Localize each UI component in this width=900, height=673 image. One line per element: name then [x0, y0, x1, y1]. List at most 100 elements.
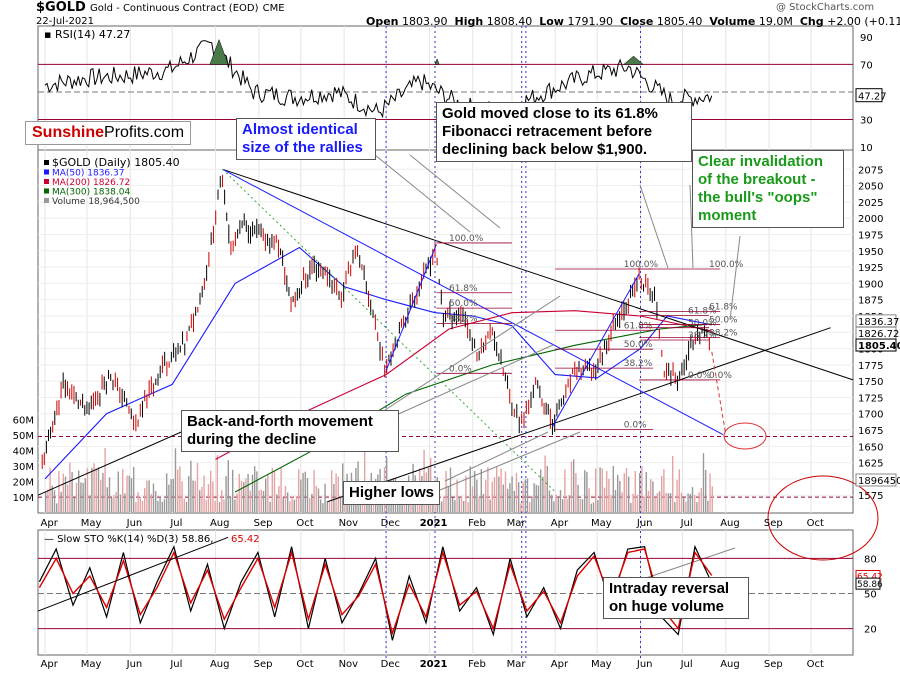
volume-bar	[58, 471, 60, 512]
volume-bar	[289, 501, 291, 512]
volume-bar	[627, 476, 630, 512]
ohlc-readout: Open 1803.90 High 1808.40 Low 1791.90 Cl…	[366, 15, 900, 28]
rsi-line	[44, 40, 713, 119]
volume-bar	[337, 476, 339, 512]
price-x-tick-label: May	[81, 518, 102, 529]
volume-bar	[223, 499, 225, 512]
volume-bar	[601, 468, 603, 512]
volume-bar	[592, 502, 595, 512]
volume-bar	[553, 501, 555, 512]
volume-bar	[487, 467, 489, 512]
volume-bar	[170, 479, 172, 512]
price-tick-label: 1900	[858, 279, 883, 290]
volume-bar	[302, 472, 304, 512]
volume-bar	[245, 478, 247, 512]
volume-bar	[141, 500, 144, 512]
volume-bar	[526, 478, 529, 512]
volume-bar	[399, 498, 401, 512]
volume-bar	[506, 488, 509, 512]
sto-x-tick-label: Oct	[296, 659, 313, 670]
volume-bar	[214, 500, 216, 512]
sto-tag-label: 65.42	[857, 572, 883, 582]
annotation-higher-lows: Higher lows	[343, 481, 441, 505]
fib-set-1-label: 100.0%	[449, 234, 484, 244]
volume-bar	[62, 473, 64, 512]
volume-bar	[137, 492, 139, 512]
volume-bar	[685, 501, 687, 512]
volume-bar	[647, 490, 650, 512]
price-tick-label: 1675	[858, 426, 883, 437]
volume-bar	[689, 493, 691, 512]
volume-bar	[454, 500, 456, 512]
volume-bar	[372, 498, 375, 512]
legend-swatch	[44, 198, 49, 203]
volume-bar	[603, 487, 606, 512]
rsi-overbought-fill	[209, 38, 229, 65]
volume-bar	[458, 496, 460, 512]
price-x-tick-label: Jun	[636, 518, 653, 529]
volume-bar	[240, 480, 243, 512]
volume-bar	[557, 495, 559, 512]
price-tick-label: 1700	[858, 410, 883, 421]
volume-bar	[220, 490, 223, 512]
sto-x-tick-label: Jun	[636, 659, 653, 670]
volume-bar	[91, 467, 93, 512]
volume-bar	[216, 455, 218, 512]
volume-bar	[196, 462, 199, 512]
fib-set-1-label: 50.0%	[449, 299, 478, 309]
chg-value: +2.00 (+0.11%)	[827, 15, 900, 28]
price-tag-label: 1896450	[858, 476, 900, 487]
volume-bar	[64, 476, 67, 512]
annotation-connector	[384, 344, 554, 421]
high-value: 1808.40	[486, 15, 533, 28]
volume-bar	[44, 491, 47, 512]
volume-bar	[641, 466, 643, 512]
sto-tick-label: 80	[864, 554, 877, 565]
price-x-tick-label: Jul	[169, 518, 182, 529]
volume-bar	[260, 489, 262, 512]
volume-bar	[559, 490, 562, 512]
price-tag-label: 1805.40	[858, 341, 900, 352]
fib-set-3-label: 50.0%	[688, 319, 717, 329]
volume-tick-label: 30M	[13, 462, 34, 473]
price-x-tick-label: Apr	[551, 518, 569, 529]
volume-bar	[306, 478, 309, 512]
volume-bar	[583, 470, 586, 512]
volume-bar	[396, 503, 399, 512]
exchange: CME	[262, 3, 285, 14]
legend-swatch	[44, 169, 49, 175]
volume-bar	[319, 499, 322, 512]
volume-bar	[698, 492, 700, 512]
annotation-back-and-forth: Back-and-forth movement during the decli…	[181, 410, 399, 452]
volume-bar	[258, 490, 260, 512]
volume-bar	[117, 471, 119, 512]
volume-bar	[179, 466, 181, 512]
volume-bar	[423, 449, 425, 512]
target-circle	[723, 422, 767, 450]
volume-bar	[66, 484, 69, 512]
volume-bar	[236, 493, 238, 512]
volume-bar	[234, 499, 236, 512]
volume-bar	[665, 492, 667, 512]
rally-line-2	[552, 273, 640, 428]
volume-bar	[93, 463, 95, 512]
volume-label: Volume	[709, 15, 756, 28]
volume-bar	[119, 494, 122, 512]
volume-bar	[599, 467, 601, 512]
volume-bar	[636, 494, 639, 512]
volume-bar	[291, 496, 293, 512]
volume-bar	[97, 467, 100, 512]
price-tick-label: 2000	[858, 214, 883, 225]
volume-bar	[696, 502, 698, 512]
sto-panel-frame	[37, 529, 854, 656]
volume-bar	[148, 480, 150, 512]
volume-bar	[88, 495, 91, 512]
volume-bar	[610, 495, 612, 512]
close-value: 1805.40	[656, 15, 703, 28]
sto-x-tick-label: May	[81, 659, 102, 670]
stockcharts-watermark: @ StockCharts.com	[776, 2, 875, 13]
price-x-tick-label: 2021	[420, 518, 448, 529]
volume-bar	[229, 496, 232, 512]
open-label: Open	[366, 15, 399, 28]
